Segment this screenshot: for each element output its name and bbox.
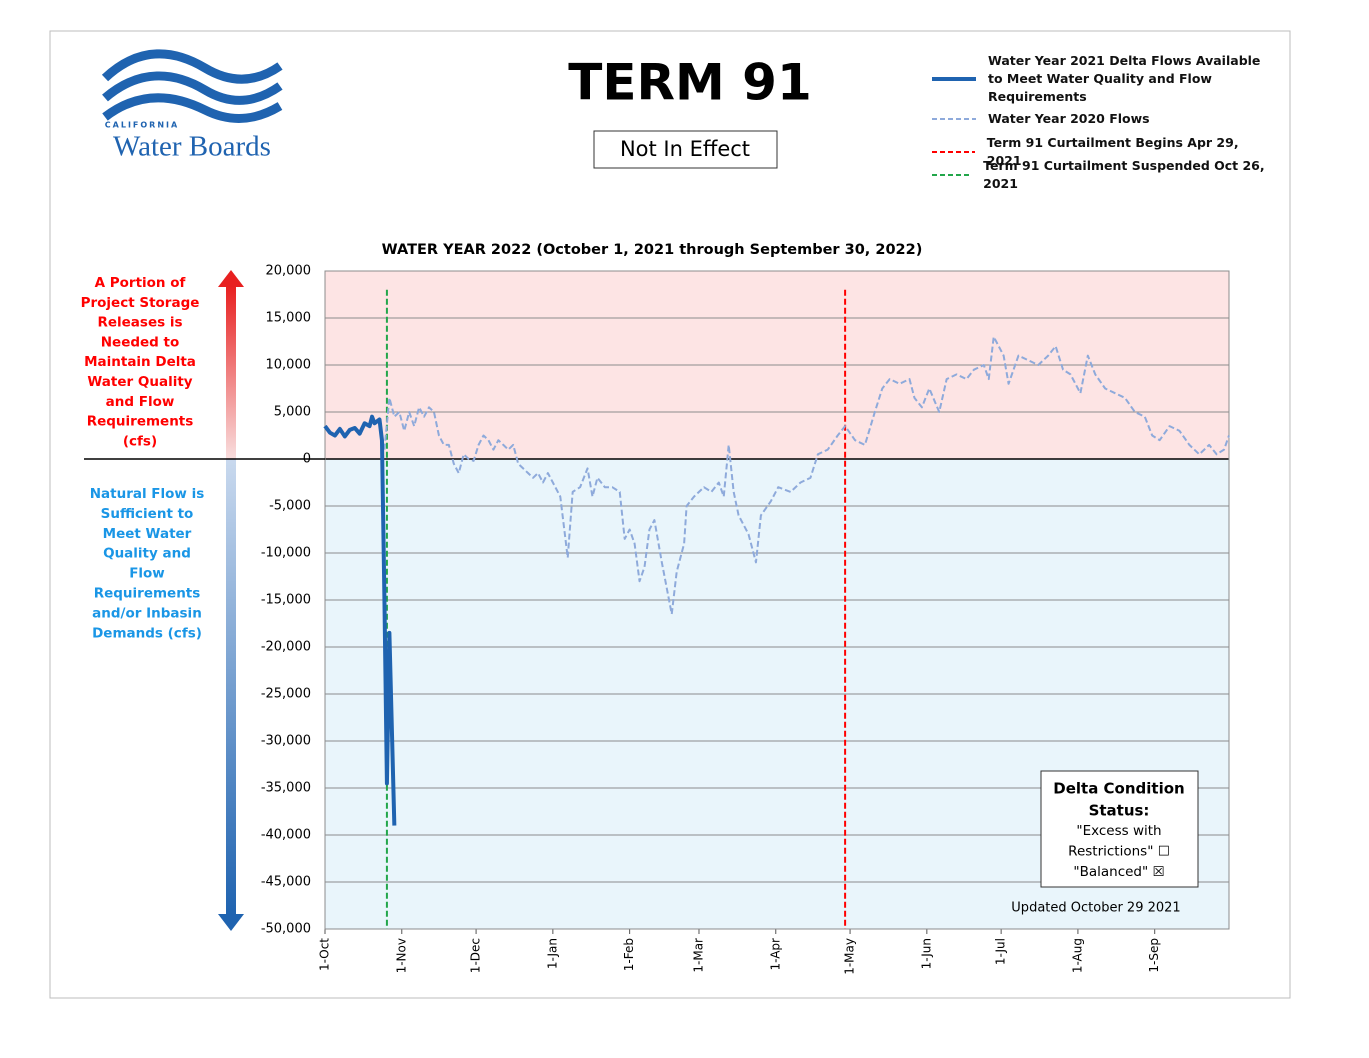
note-above: Maintain Delta — [84, 354, 196, 370]
y-tick-label: -15,000 — [261, 593, 311, 608]
y-tick-label: -10,000 — [261, 546, 311, 561]
y-tick-label: -25,000 — [261, 687, 311, 702]
legend-swatch — [932, 174, 972, 176]
note-above: Needed to — [101, 334, 180, 350]
y-tick-label: -40,000 — [261, 828, 311, 843]
legend-item: Water Year 2021 Delta Flows Available to… — [930, 52, 1273, 106]
status-text: Not In Effect — [620, 137, 750, 161]
note-above: (cfs) — [123, 433, 157, 449]
y-tick-label: 10,000 — [266, 358, 312, 373]
legend-item: Term 91 Curtailment Begins Apr 29, 2021 — [930, 134, 1270, 170]
legend-item: Term 91 Curtailment Suspended Oct 26, 20… — [930, 157, 1270, 193]
series-line — [383, 335, 1230, 616]
legend-label: Water Year 2020 Flows — [988, 111, 1150, 126]
note-below: and/or Inbasin — [92, 605, 202, 621]
y-tick-label: -35,000 — [261, 781, 311, 796]
y-tick-label: 20,000 — [266, 264, 312, 279]
logo-small: CALIFORNIA — [105, 121, 179, 130]
x-tick-label: 1-Oct — [318, 938, 332, 971]
note-below: Requirements — [94, 586, 201, 602]
x-tick-label: 1-Jul — [994, 938, 1008, 965]
condition-box — [1040, 770, 1199, 888]
note-above: Water Quality — [87, 374, 192, 390]
y-tick-label: -5,000 — [269, 499, 311, 514]
note-below: Natural Flow is — [90, 486, 205, 502]
condition-title: Delta Condition — [1053, 780, 1184, 798]
legend-swatch — [932, 77, 976, 81]
note-below: Meet Water — [103, 526, 192, 542]
condition-line: "Balanced" ☒ — [1073, 864, 1164, 880]
legend-swatch — [932, 151, 975, 153]
x-tick-label: 1-Feb — [622, 938, 636, 971]
logo-main: Water Boards — [113, 131, 271, 163]
updated: Updated October 29 2021 — [1011, 901, 1180, 916]
plot-border — [324, 270, 1230, 930]
note-below: Sufficient to — [101, 506, 194, 522]
condition-title: Status: — [1089, 802, 1150, 820]
x-tick-label: 1-Jan — [545, 938, 559, 969]
x-tick-label: 1-Nov — [394, 938, 408, 973]
note-above: Releases is — [97, 315, 182, 331]
legend-label: Term 91 Curtailment Suspended Oct 26, 20… — [983, 158, 1265, 191]
note-above: and Flow — [106, 394, 175, 410]
x-tick-label: 1-Apr — [768, 938, 782, 971]
page-title: TERM 91 — [568, 54, 812, 112]
note-below: Demands (cfs) — [92, 625, 202, 641]
y-tick-label: 5,000 — [274, 405, 311, 420]
x-tick-label: 1-Jun — [919, 938, 933, 969]
chart-title: WATER YEAR 2022 (October 1, 2021 through… — [382, 242, 923, 258]
y-tick-label: -45,000 — [261, 875, 311, 890]
note-below: Quality and — [103, 546, 191, 562]
y-tick-label: -20,000 — [261, 640, 311, 655]
legend-item: Water Year 2020 Flows — [930, 110, 1150, 128]
x-tick-label: 1-May — [843, 938, 857, 975]
notes: A Portion of Project Storage Releases is Ne… — [81, 275, 205, 641]
condition-line: Restrictions" ☐ — [1068, 844, 1170, 860]
x-tick-label: 1-Dec — [469, 938, 483, 973]
status-box — [593, 130, 778, 169]
legend-label: Term 91 Curtailment Begins Apr 29, 2021 — [986, 135, 1239, 168]
legend-swatch — [932, 118, 976, 120]
condition-text: Delta Condition Status: "Excess with Restri… — [1053, 780, 1184, 881]
y-tick-label: -30,000 — [261, 734, 311, 749]
note-above: Project Storage — [81, 295, 200, 311]
series-line — [323, 414, 397, 826]
side-arrow — [84, 270, 325, 931]
x-tick-label: 1-Sep — [1147, 938, 1161, 973]
logo — [101, 49, 283, 124]
x-tick-label: 1-Aug — [1070, 938, 1084, 973]
note-below: Flow — [129, 566, 165, 582]
legend-label: Water Year 2021 Delta Flows Available to… — [988, 53, 1261, 104]
note-above: A Portion of — [95, 275, 186, 291]
y-tick-label: -50,000 — [261, 922, 311, 937]
y-tick-label: 15,000 — [266, 311, 312, 326]
note-above: Requirements — [87, 414, 194, 430]
x-tick-label: 1-Mar — [691, 938, 705, 973]
condition-line: "Excess with — [1076, 823, 1161, 839]
